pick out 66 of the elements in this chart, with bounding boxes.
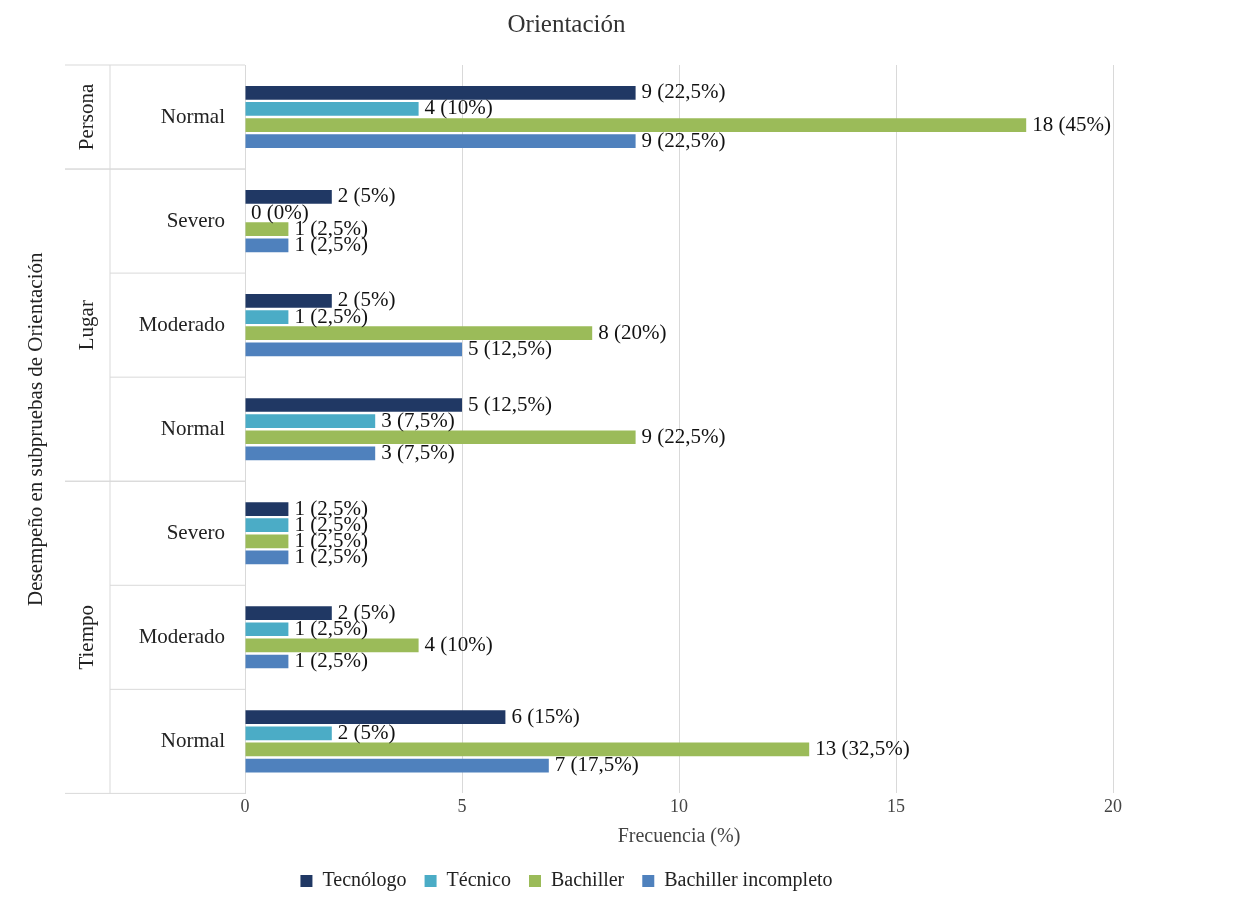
x-tick-label: 15 xyxy=(887,795,905,816)
data-label: 4 (10%) xyxy=(424,631,493,656)
data-label: 2 (5%) xyxy=(337,719,396,744)
bar xyxy=(245,502,289,516)
data-label: 9 (22,5%) xyxy=(641,423,726,448)
data-label: 18 (45%) xyxy=(1032,111,1111,136)
x-tick-label: 0 xyxy=(240,795,250,816)
bar xyxy=(245,622,289,637)
bar xyxy=(245,85,636,100)
x-axis-title: Frecuencia (%) xyxy=(617,824,741,848)
data-label: 13 (32,5%) xyxy=(815,735,910,760)
data-label: 2 (5%) xyxy=(337,183,396,208)
bar xyxy=(245,518,289,533)
bar xyxy=(245,326,593,341)
bar xyxy=(245,742,810,757)
bar xyxy=(245,398,462,412)
data-label: 6 (15%) xyxy=(511,703,580,728)
bar xyxy=(245,638,419,653)
text: Persona xyxy=(74,83,99,151)
y-tick-label: Severo xyxy=(166,207,225,232)
bar xyxy=(245,102,419,116)
data-label: 7 (17,5%) xyxy=(554,752,639,777)
bar xyxy=(245,710,506,725)
y-axis-title: Desempeño en subpruebas de Orientación xyxy=(23,252,48,606)
bar xyxy=(245,550,289,565)
bar xyxy=(245,654,289,669)
bar xyxy=(245,190,332,204)
data-label: 3 (7,5%) xyxy=(381,407,455,432)
bar xyxy=(245,446,376,461)
bar xyxy=(245,310,289,324)
y-tick-label: Normal xyxy=(160,727,226,752)
data-label: 5 (12,5%) xyxy=(468,335,552,360)
bar xyxy=(245,726,332,741)
y-tick-label: Normal xyxy=(160,103,226,128)
data-label: 3 (7,5%) xyxy=(381,439,455,464)
bar xyxy=(245,222,289,237)
x-tick-label: 20 xyxy=(1104,795,1122,816)
bar xyxy=(245,758,549,773)
bar xyxy=(245,294,332,308)
data-label: 9 (22,5%) xyxy=(641,79,726,104)
bar xyxy=(245,414,376,428)
data-label: 4 (10%) xyxy=(424,95,493,120)
x-tick-label: 5 xyxy=(457,795,467,816)
text: Tiempo xyxy=(74,605,99,670)
legend-label: Tecnólogo xyxy=(322,868,407,892)
bar xyxy=(245,238,289,253)
bar xyxy=(245,118,1027,132)
bar xyxy=(245,606,332,620)
y-tick-label: Moderado xyxy=(138,311,225,336)
bar xyxy=(245,342,462,357)
data-label: 9 (22,5%) xyxy=(641,127,726,152)
data-label: 5 (12,5%) xyxy=(468,391,552,416)
y-tick-label: Severo xyxy=(166,519,225,544)
x-tick-label: 10 xyxy=(670,795,688,816)
bar xyxy=(245,534,289,549)
data-label: 8 (20%) xyxy=(598,319,667,344)
bar xyxy=(245,430,636,445)
legend-label: Técnico xyxy=(446,868,511,891)
data-label: 1 (2,5%) xyxy=(294,648,368,673)
legend-label: Bachiller incompleto xyxy=(664,868,833,892)
y-tick-label: Normal xyxy=(160,415,226,440)
y-tick-label: Moderado xyxy=(138,623,225,648)
bar xyxy=(245,134,636,149)
legend-label: Bachiller xyxy=(550,868,625,891)
text: Lugar xyxy=(74,300,99,351)
chart-title: Orientación xyxy=(507,9,626,37)
